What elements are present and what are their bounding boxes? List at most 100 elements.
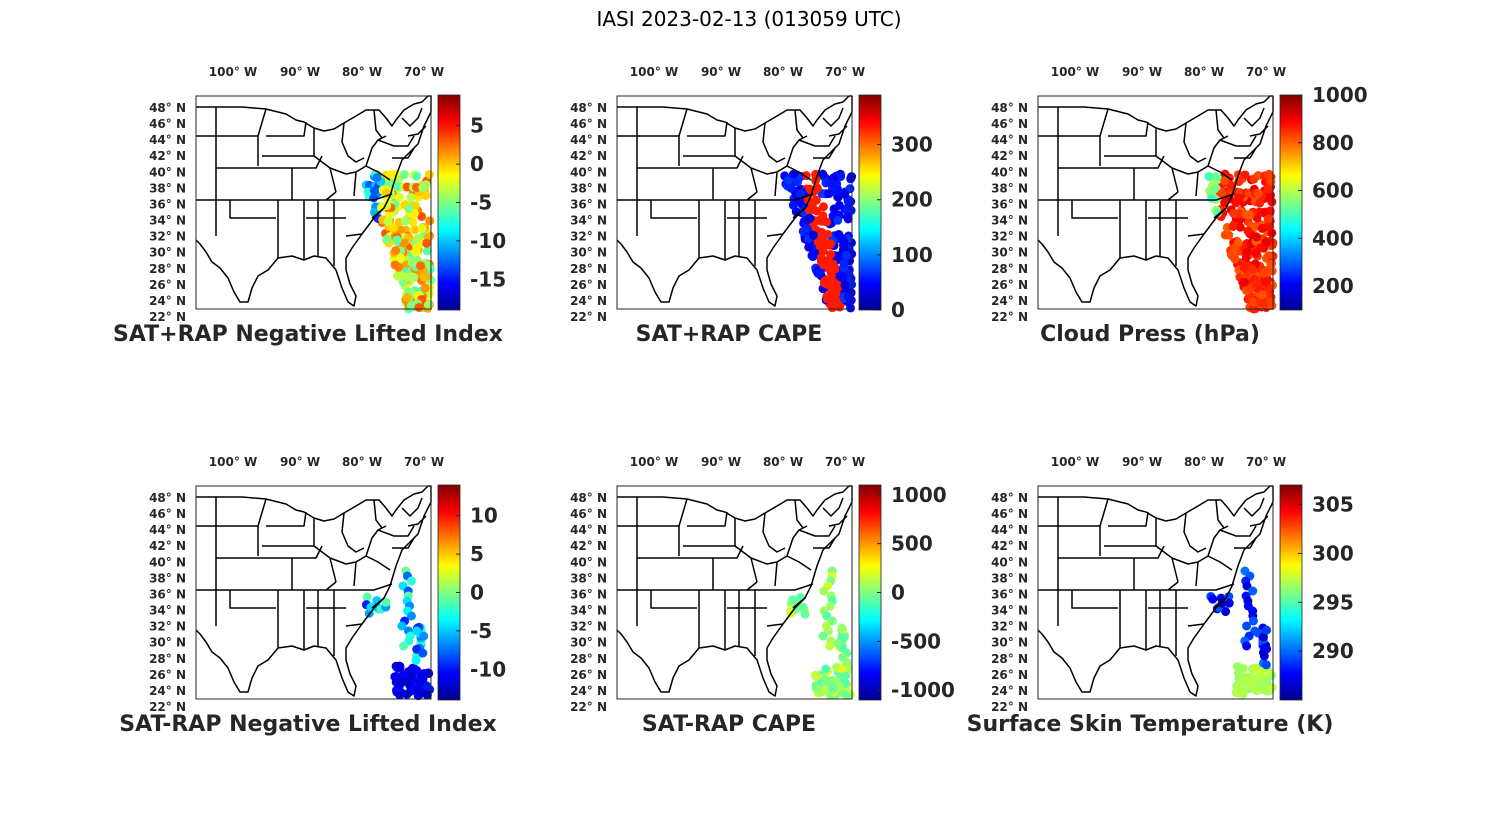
- lon-tick-label: 80° W: [763, 65, 803, 79]
- swath-point: [391, 245, 401, 255]
- lat-tick-label: 38° N: [991, 181, 1028, 195]
- observation-point: [412, 665, 422, 675]
- lat-tick-label: 24° N: [991, 294, 1028, 308]
- lat-tick-label: 22° N: [570, 700, 607, 714]
- swath-point: [824, 189, 834, 199]
- swath-point: [818, 211, 828, 221]
- panel-title: SAT+RAP Negative Lifted Index: [113, 322, 503, 347]
- colorbar-tick-label: 500: [891, 532, 933, 556]
- swath-point: [826, 267, 836, 277]
- observation-point: [1248, 616, 1258, 626]
- observation-point: [822, 677, 832, 687]
- colorbar-tick-label: 0: [470, 581, 484, 605]
- observation-point: [415, 678, 425, 688]
- lat-tick-label: 32° N: [149, 620, 186, 634]
- lat-tick-label: 38° N: [149, 571, 186, 585]
- swath-point: [414, 302, 424, 312]
- lat-tick-label: 34° N: [570, 604, 607, 618]
- observation-point: [836, 664, 846, 674]
- lat-tick-label: 22° N: [570, 310, 607, 324]
- swath-point: [805, 213, 815, 223]
- colorbar-tick-label: 0: [470, 152, 484, 176]
- lat-tick-label: 42° N: [570, 539, 607, 553]
- lat-tick-label: 36° N: [991, 587, 1028, 601]
- colorbar-tick-label: 1000: [891, 483, 947, 507]
- swath-point: [839, 238, 849, 248]
- lat-tick-label: 24° N: [149, 684, 186, 698]
- observation-point: [418, 648, 428, 658]
- lat-tick-label: 34° N: [570, 214, 607, 228]
- swath-point: [396, 253, 406, 263]
- observation-point: [396, 678, 406, 688]
- lon-tick-label: 90° W: [1122, 455, 1162, 469]
- swath-point: [815, 267, 825, 277]
- swath-point: [417, 211, 427, 221]
- observation-point: [810, 670, 820, 680]
- swath-point: [1253, 189, 1263, 199]
- swath-point: [840, 280, 850, 290]
- lat-tick-label: 22° N: [991, 700, 1028, 714]
- colorbar-tick-label: 10: [470, 504, 498, 528]
- colorbar-tick-label: 295: [1312, 590, 1354, 614]
- lat-tick-label: 38° N: [570, 181, 607, 195]
- swath-point: [823, 230, 833, 240]
- swath-point: [406, 193, 416, 203]
- observation-point: [1242, 621, 1252, 631]
- data-overlay: [780, 169, 857, 313]
- observation-point: [821, 664, 831, 674]
- swath-point: [1235, 193, 1245, 203]
- observation-point: [397, 621, 407, 631]
- swath-point: [808, 230, 818, 240]
- swath-point: [1264, 169, 1274, 179]
- lat-tick-label: 32° N: [991, 230, 1028, 244]
- lat-tick-label: 28° N: [570, 262, 607, 276]
- swath-point: [785, 182, 795, 192]
- swath-point: [842, 250, 852, 260]
- lat-tick-label: 34° N: [149, 604, 186, 618]
- swath-point: [418, 183, 428, 193]
- swath-point: [811, 206, 821, 216]
- observation-point: [825, 641, 835, 651]
- lon-tick-label: 80° W: [342, 65, 382, 79]
- swath-point: [1267, 228, 1277, 238]
- swath-point: [1262, 276, 1272, 286]
- swath-point: [399, 169, 409, 179]
- observation-point: [1242, 581, 1252, 591]
- swath-point: [828, 297, 838, 307]
- observation-point: [1258, 632, 1268, 642]
- observation-point: [818, 631, 828, 641]
- lat-tick-label: 22° N: [149, 310, 186, 324]
- swath-point: [419, 272, 429, 282]
- observation-point: [813, 684, 823, 694]
- observation-point: [1224, 591, 1234, 601]
- lat-tick-label: 30° N: [991, 636, 1028, 650]
- swath-point: [843, 214, 853, 224]
- lat-tick-label: 26° N: [570, 278, 607, 292]
- lat-tick-label: 44° N: [991, 133, 1028, 147]
- swath-point: [827, 178, 837, 188]
- swath-point: [1252, 279, 1262, 289]
- lat-tick-label: 42° N: [149, 149, 186, 163]
- swath-point: [1266, 297, 1276, 307]
- swath-point: [1211, 172, 1221, 182]
- swath-point: [838, 273, 848, 283]
- lat-tick-label: 46° N: [149, 117, 186, 131]
- observation-point: [839, 632, 849, 642]
- swath-point: [1229, 253, 1239, 263]
- lat-tick-label: 40° N: [570, 555, 607, 569]
- lat-tick-label: 40° N: [149, 555, 186, 569]
- observation-point: [1248, 586, 1258, 596]
- swath-point: [412, 171, 422, 181]
- map-frame-border: [1037, 95, 1274, 310]
- panel-title: Surface Skin Temperature (K): [967, 712, 1334, 737]
- lat-tick-label: 44° N: [570, 133, 607, 147]
- swath-point: [829, 286, 839, 296]
- lat-tick-label: 48° N: [570, 491, 607, 505]
- swath-point: [839, 189, 849, 199]
- lon-tick-label: 70° W: [404, 455, 444, 469]
- swath-point: [808, 252, 818, 262]
- lat-tick-label: 38° N: [991, 571, 1028, 585]
- swath-point: [784, 175, 794, 185]
- lat-tick-label: 38° N: [149, 181, 186, 195]
- swath-point: [846, 303, 856, 313]
